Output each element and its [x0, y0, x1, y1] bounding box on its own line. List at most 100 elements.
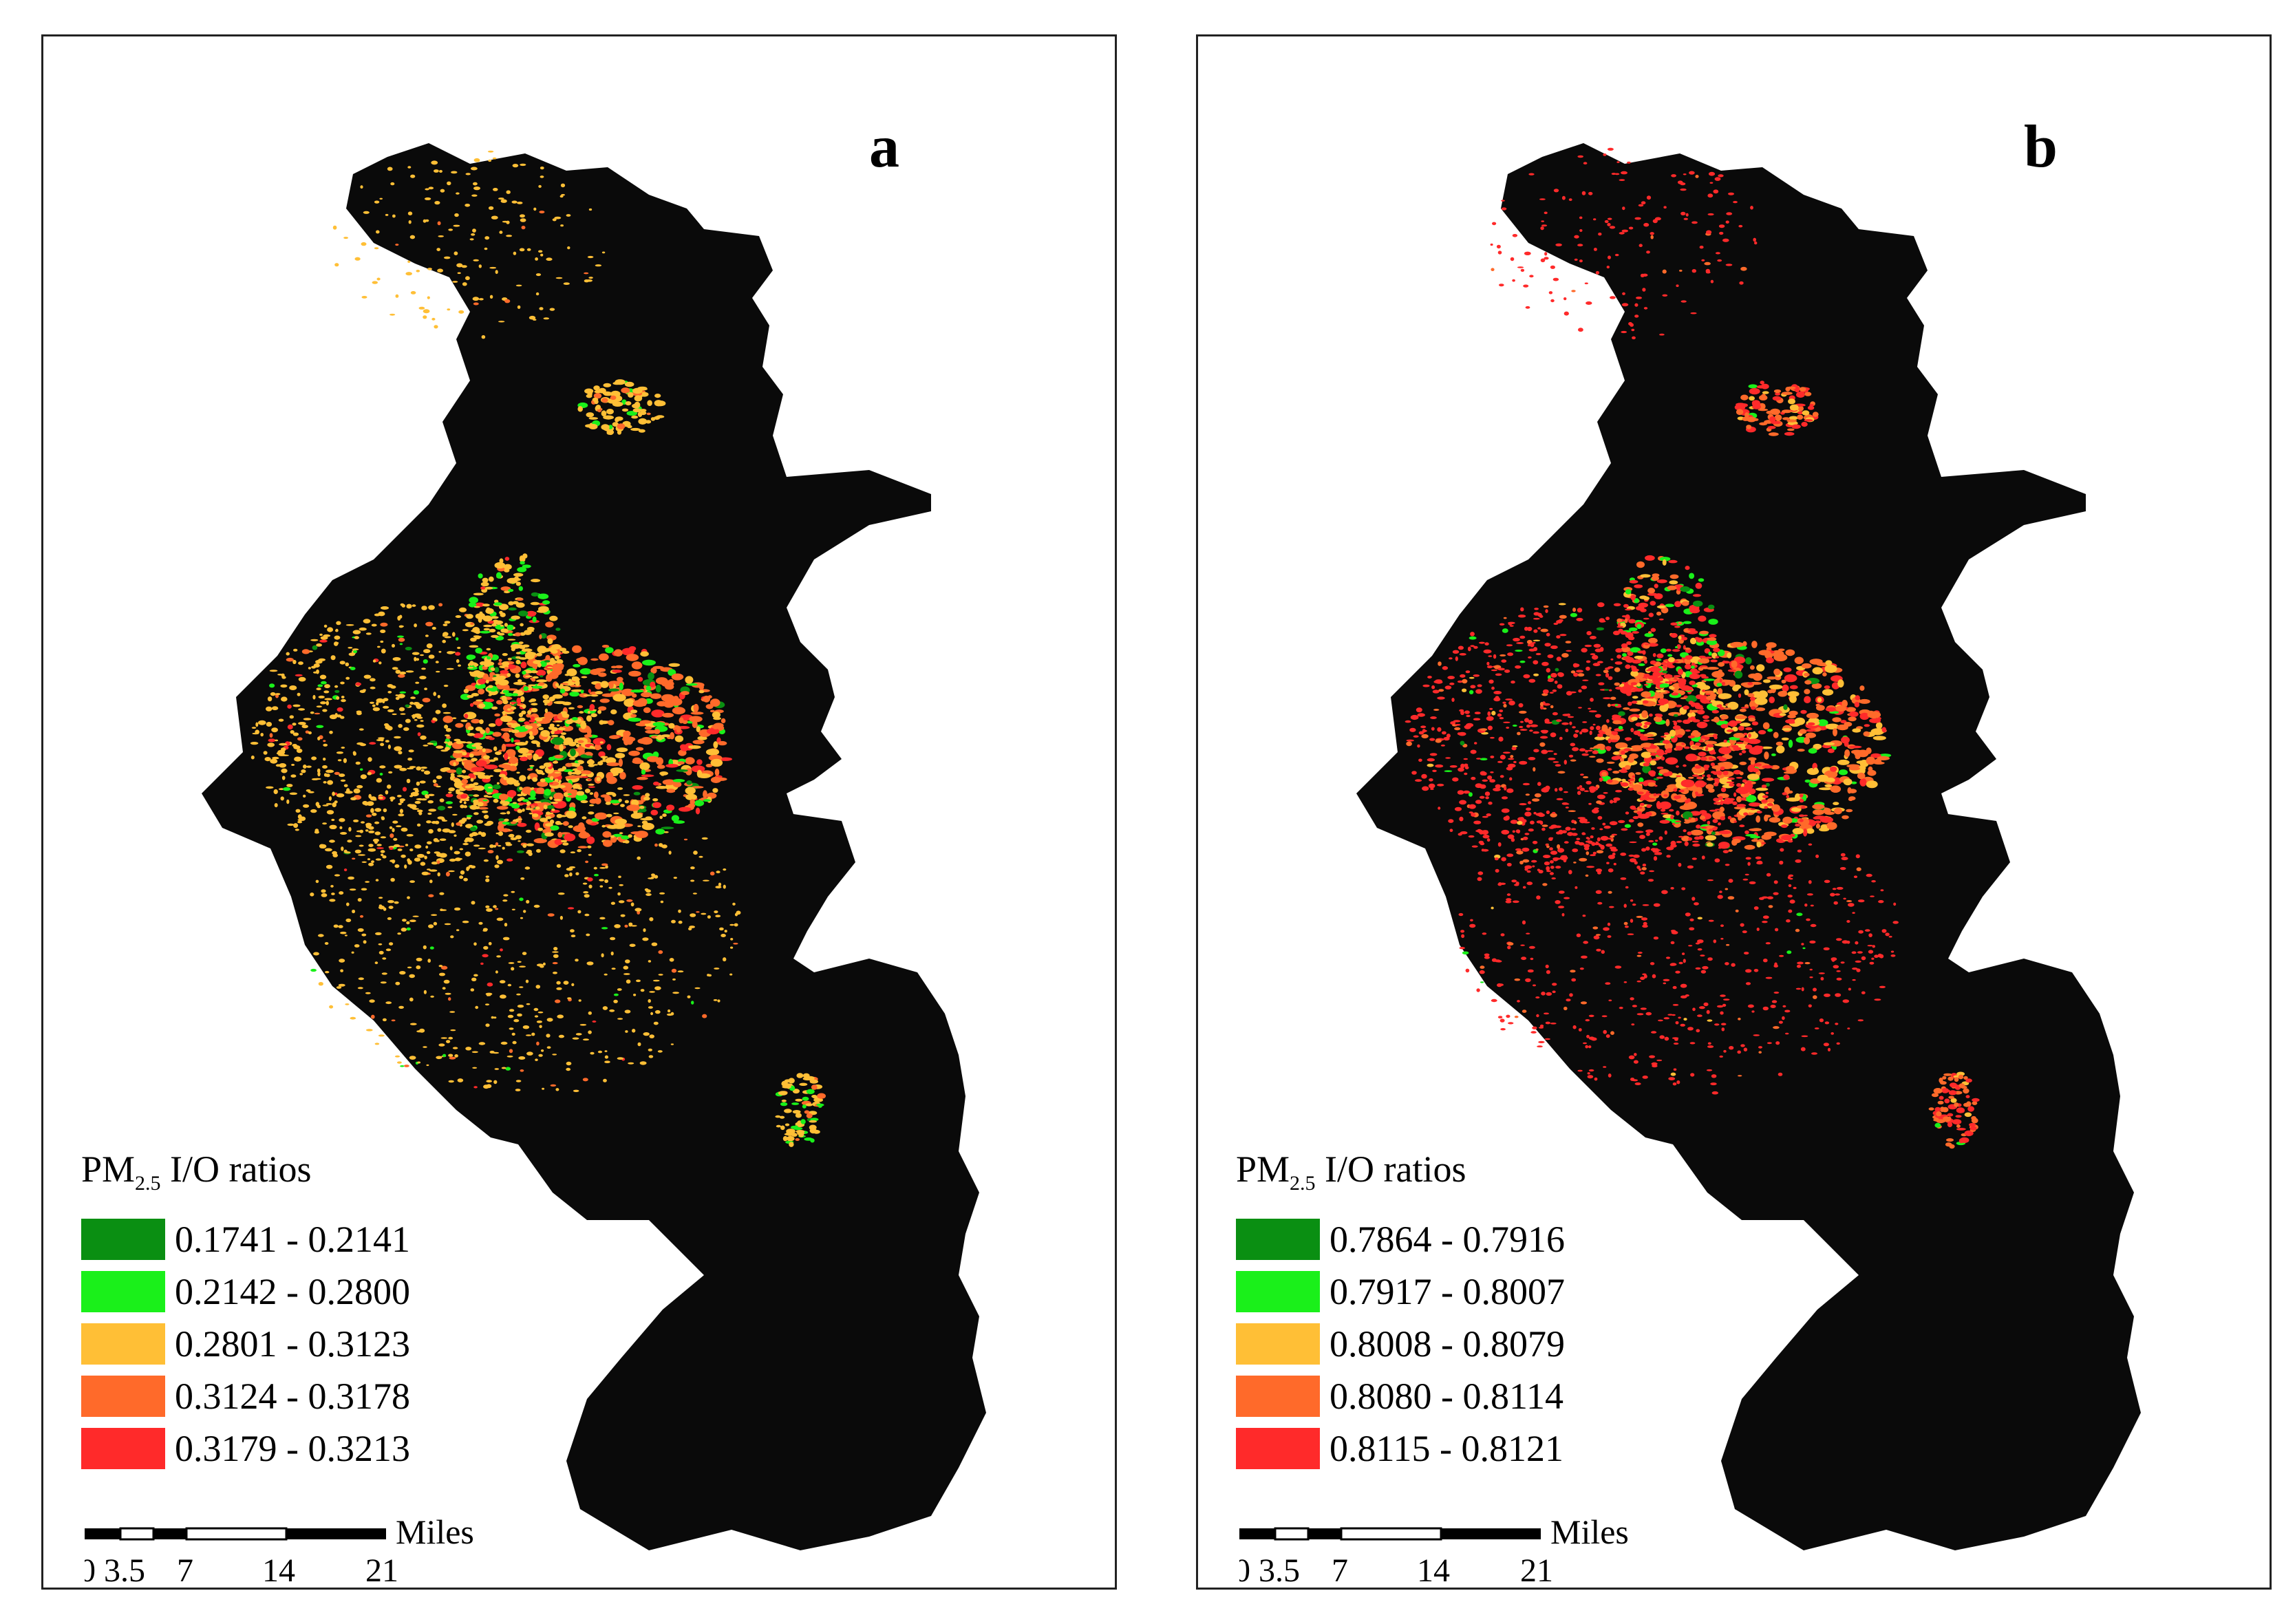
ratio-patch: [1782, 392, 1793, 395]
ratio-patch: [501, 743, 506, 752]
ratio-patch: [577, 765, 584, 771]
ratio-patch: [685, 757, 695, 765]
ratio-patch: [1699, 810, 1707, 815]
ratio-patch: [396, 825, 402, 828]
ratio-patch: [1566, 650, 1572, 652]
ratio-patch: [639, 808, 647, 813]
ratio-patch: [1486, 813, 1491, 817]
ratio-patch: [507, 657, 512, 661]
ratio-patch: [542, 600, 551, 605]
ratio-patch: [1519, 635, 1526, 639]
ratio-patch: [1656, 611, 1662, 616]
ratio-patch: [493, 1016, 497, 1019]
ratio-patch: [1797, 414, 1804, 420]
ratio-patch: [555, 655, 559, 660]
ratio-patch: [434, 325, 438, 329]
ratio-patch: [1457, 790, 1464, 795]
ratio-patch: [1583, 844, 1590, 848]
ratio-patch: [599, 741, 604, 744]
ratio-patch: [473, 182, 478, 186]
ratio-patch: [1576, 837, 1581, 840]
ratio-patch: [1637, 650, 1645, 654]
ratio-patch: [1713, 648, 1720, 652]
ratio-patch: [687, 803, 696, 808]
scale-bar: Miles 0 3.5 7 14 21: [85, 1516, 474, 1588]
ratio-patch: [1658, 698, 1669, 705]
ratio-patch: [691, 765, 705, 773]
ratio-patch: [1672, 822, 1676, 826]
ratio-patch: [516, 993, 521, 996]
ratio-patch: [1711, 709, 1719, 714]
ratio-patch: [1438, 689, 1444, 692]
ratio-patch: [1651, 575, 1659, 581]
ratio-patch: [1537, 782, 1541, 787]
ratio-patch: [1471, 776, 1476, 780]
ratio-patch: [566, 214, 571, 217]
ratio-patch: [1863, 731, 1870, 737]
ratio-patch: [506, 190, 511, 194]
ratio-patch: [1766, 657, 1774, 663]
ratio-patch: [1658, 618, 1664, 621]
ratio-patch: [482, 755, 490, 760]
ratio-patch: [416, 270, 420, 273]
ratio-patch: [453, 251, 458, 256]
ratio-patch: [362, 800, 368, 805]
ratio-patch: [1715, 656, 1720, 659]
ratio-patch: [524, 753, 532, 756]
ratio-patch: [537, 1011, 544, 1014]
ratio-patch: [522, 644, 530, 648]
ratio-patch: [484, 586, 493, 590]
ratio-patch: [498, 662, 503, 666]
ratio-patch: [325, 701, 329, 706]
ratio-patch: [1774, 962, 1778, 967]
ratio-patch: [1931, 1093, 1939, 1098]
ratio-patch: [1740, 707, 1749, 709]
ratio-patch: [395, 244, 399, 246]
ratio-patch: [1471, 845, 1478, 848]
ratio-patch: [471, 744, 478, 747]
ratio-patch: [381, 606, 389, 610]
ratio-patch: [406, 603, 412, 609]
ratio-patch: [560, 183, 566, 188]
ratio-patch: [1769, 408, 1781, 416]
ratio-patch: [1559, 736, 1563, 740]
ratio-patch: [428, 809, 437, 812]
ratio-patch: [388, 771, 393, 774]
ratio-patch: [1680, 995, 1687, 998]
ratio-patch: [1451, 698, 1455, 702]
ratio-patch: [344, 934, 348, 937]
ratio-patch: [522, 1025, 530, 1029]
ratio-patch: [457, 1078, 464, 1082]
ratio-patch: [484, 698, 495, 703]
ratio-patch: [310, 968, 317, 972]
ratio-patch: [465, 204, 471, 207]
ratio-patch: [537, 663, 542, 667]
ratio-patch: [705, 763, 713, 768]
ratio-patch: [1744, 744, 1753, 749]
ratio-patch: [604, 879, 608, 884]
ratio-patch: [1563, 1006, 1568, 1011]
ratio-patch: [1943, 1073, 1952, 1076]
legend-item: 0.3179 - 0.3213: [81, 1422, 410, 1475]
ratio-patch: [522, 670, 526, 675]
ratio-patch: [590, 1051, 595, 1055]
ratio-patch: [1785, 1032, 1789, 1035]
ratio-patch: [291, 764, 295, 766]
ratio-patch: [1720, 767, 1725, 771]
ratio-patch: [1641, 738, 1648, 741]
ratio-patch: [485, 878, 490, 882]
ratio-patch: [601, 645, 610, 648]
ratio-patch: [1743, 1047, 1748, 1051]
ratio-patch: [569, 872, 573, 877]
ratio-patch: [611, 968, 616, 970]
ratio-patch: [1739, 761, 1747, 765]
ratio-patch: [332, 791, 335, 796]
ratio-patch: [1663, 752, 1668, 755]
ratio-patch: [1727, 722, 1734, 726]
ratio-patch: [482, 810, 489, 813]
ratio-patch: [1952, 1119, 1962, 1125]
ratio-patch: [470, 622, 474, 626]
ratio-patch: [501, 1067, 506, 1069]
ratio-patch: [1698, 751, 1707, 757]
ratio-patch: [1572, 1025, 1577, 1029]
